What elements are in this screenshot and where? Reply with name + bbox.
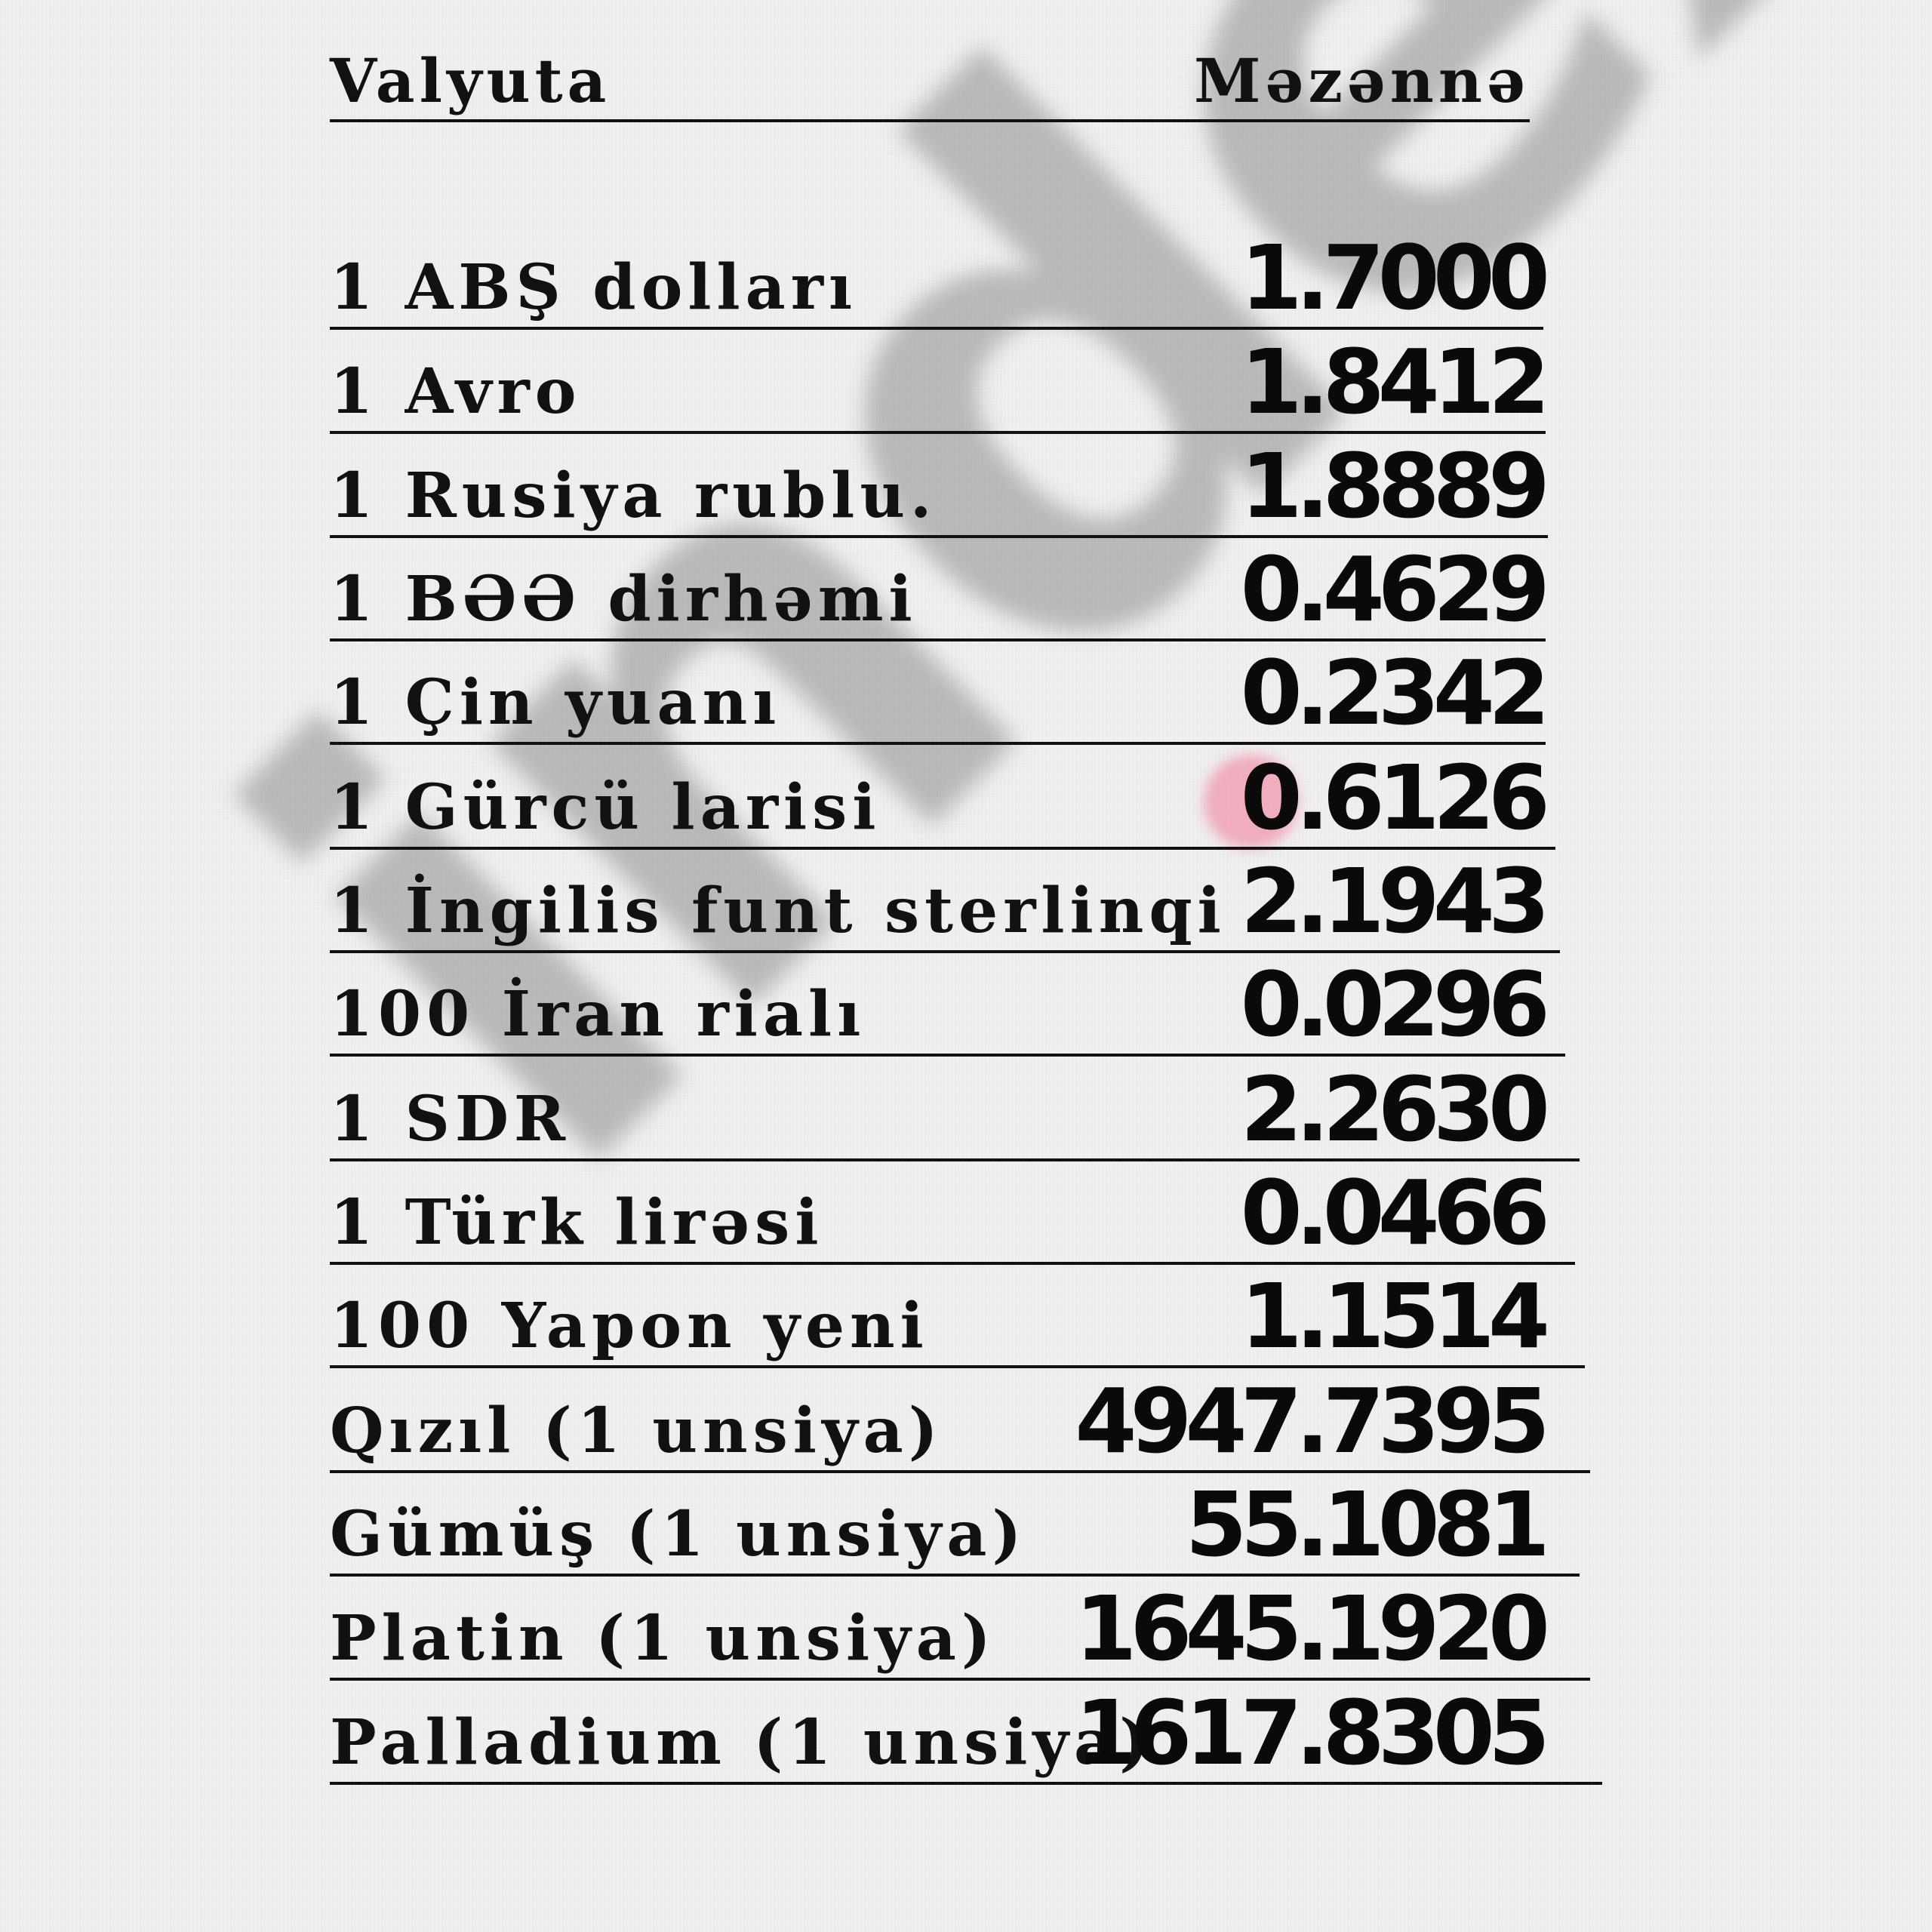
exchange-rate: 0.0296 xyxy=(1240,952,1550,1057)
exchange-rate: 0.0466 xyxy=(1240,1161,1550,1265)
currency-column-header: Valyuta xyxy=(330,45,611,116)
exchange-rate: 0.6126 xyxy=(1240,746,1550,850)
table-row: Gümüş (1 unsiya) 55.1081 xyxy=(330,1472,1580,1577)
currency-name: Qızıl (1 unsiya) xyxy=(330,1395,943,1467)
table-row: 1 İngilis funt sterlinqi 2.1943 xyxy=(330,849,1560,953)
exchange-rate: 1.1514 xyxy=(1240,1264,1550,1368)
currency-name: 1 SDR xyxy=(330,1083,571,1155)
currency-name: Gümüş (1 unsiya) xyxy=(330,1498,1027,1571)
table-row: 1 Gürcü larisi 0.6126 xyxy=(330,746,1555,850)
table-row: 1 Rusiya rublu. 1.8889 xyxy=(330,441,1550,538)
table-row: Platin (1 unsiya) 1645.1920 xyxy=(330,1577,1590,1681)
exchange-rate: 1.7000 xyxy=(1240,226,1550,330)
table-row: 1 Avro 1.8412 xyxy=(330,330,1550,434)
table-header: Valyuta Məzənnə xyxy=(330,45,1530,122)
table-row: 1 SDR 2.2630 xyxy=(330,1057,1580,1161)
exchange-rate: 2.2630 xyxy=(1240,1057,1550,1161)
table-row: Palladium (1 unsiya) 1617.8305 xyxy=(330,1681,1602,1785)
currency-name: 1 BƏƏ dirhəmi xyxy=(330,563,918,635)
table-row: 1 Türk lirəsi 0.0466 xyxy=(330,1161,1575,1265)
table-row: 100 İran rialı 0.0296 xyxy=(330,952,1565,1057)
exchange-rate: 1.8889 xyxy=(1240,434,1550,538)
currency-name: 100 İran rialı xyxy=(330,978,866,1051)
exchange-rate: 1.8412 xyxy=(1240,330,1550,434)
currency-name: 100 Yapon yeni xyxy=(330,1290,929,1362)
currency-name: 1 Türk lirəsi xyxy=(330,1186,824,1259)
exchange-rate: 4947.7395 xyxy=(1075,1369,1550,1473)
exchange-rate: 1617.8305 xyxy=(1075,1681,1550,1785)
exchange-rate: 1645.1920 xyxy=(1075,1577,1550,1681)
exchange-rate: 0.4629 xyxy=(1240,537,1550,641)
currency-name: 1 ABŞ dolları xyxy=(330,251,858,324)
currency-name: 1 Avro xyxy=(330,355,582,428)
table-row: 1 ABŞ dolları 1.7000 xyxy=(330,226,1550,330)
table-row: Qızıl (1 unsiya) 4947.7395 xyxy=(330,1369,1590,1473)
currency-name: Palladium (1 unsiya) xyxy=(330,1706,1154,1779)
table-row: 1 Çin yuanı 0.2342 xyxy=(330,641,1550,745)
rate-column-header: Məzənnə xyxy=(1193,45,1530,116)
exchange-rate: 0.2342 xyxy=(1240,641,1550,745)
currency-name: Platin (1 unsiya) xyxy=(330,1602,996,1675)
exchange-rate: 55.1081 xyxy=(1185,1472,1550,1577)
table-row: 1 BƏƏ dirhəmi 0.4629 xyxy=(330,537,1550,641)
currency-name: 1 Çin yuanı xyxy=(330,666,782,739)
currency-name: 1 Gürcü larisi xyxy=(330,771,881,844)
exchange-rate: 2.1943 xyxy=(1240,849,1550,953)
currency-name: 1 Rusiya rublu. xyxy=(330,460,937,532)
table-row: 100 Yapon yeni 1.1514 xyxy=(330,1264,1585,1368)
currency-name: 1 İngilis funt sterlinqi xyxy=(330,875,1226,947)
